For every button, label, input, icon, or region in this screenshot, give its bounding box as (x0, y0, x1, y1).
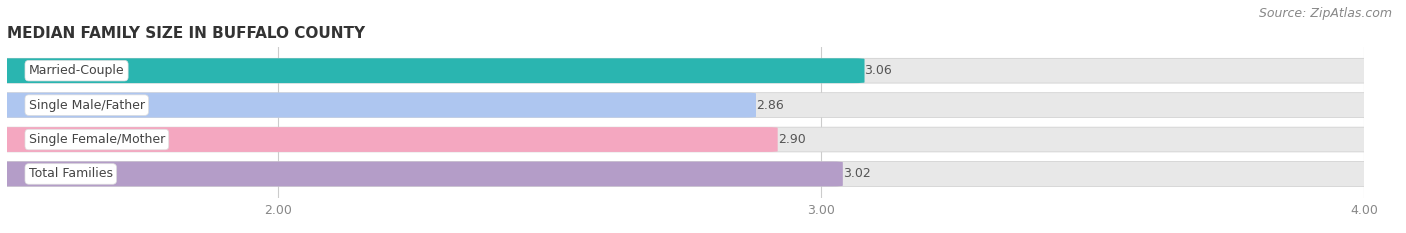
FancyBboxPatch shape (0, 127, 1375, 152)
Text: MEDIAN FAMILY SIZE IN BUFFALO COUNTY: MEDIAN FAMILY SIZE IN BUFFALO COUNTY (7, 26, 366, 41)
Text: 2.90: 2.90 (778, 133, 806, 146)
Text: 3.02: 3.02 (842, 168, 870, 180)
Text: Source: ZipAtlas.com: Source: ZipAtlas.com (1258, 7, 1392, 20)
Text: Single Female/Mother: Single Female/Mother (28, 133, 165, 146)
FancyBboxPatch shape (0, 127, 778, 152)
FancyBboxPatch shape (0, 58, 1375, 83)
Text: Married-Couple: Married-Couple (28, 64, 124, 77)
Text: Single Male/Father: Single Male/Father (28, 99, 145, 112)
FancyBboxPatch shape (0, 93, 1375, 117)
FancyBboxPatch shape (0, 161, 842, 186)
FancyBboxPatch shape (0, 161, 1375, 186)
FancyBboxPatch shape (0, 93, 756, 117)
Text: 3.06: 3.06 (865, 64, 893, 77)
Text: Total Families: Total Families (28, 168, 112, 180)
FancyBboxPatch shape (0, 58, 865, 83)
Text: 2.86: 2.86 (756, 99, 783, 112)
